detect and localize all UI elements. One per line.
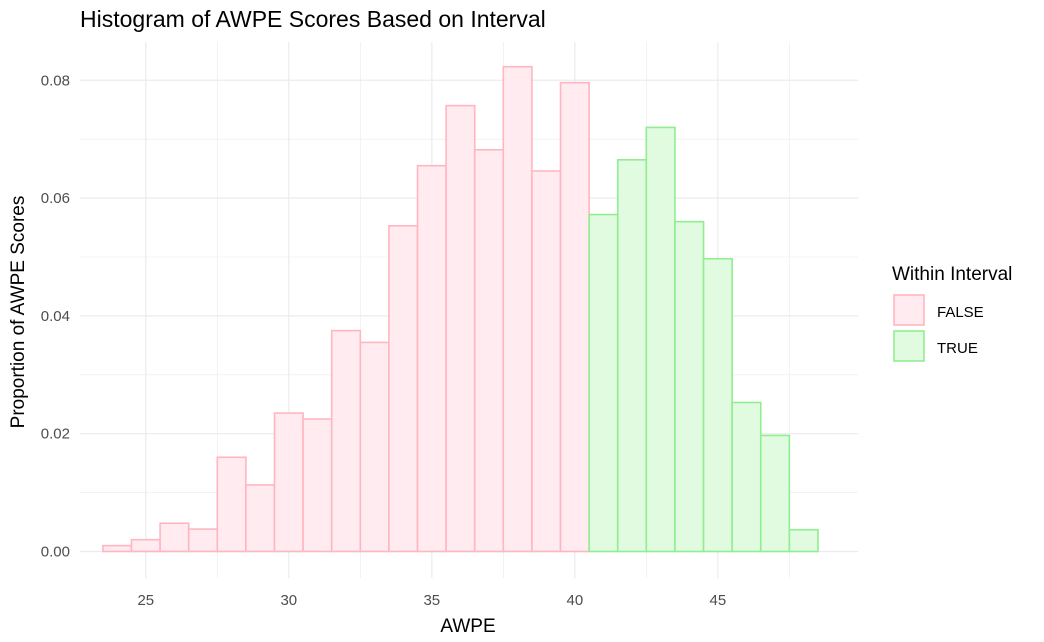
bar-false-27	[187, 528, 219, 553]
chart-title: Histogram of AWPE Scores Based on Interv…	[80, 6, 546, 32]
y-tick-label: 0.06	[41, 190, 70, 207]
legend-title: Within Interval	[892, 264, 1012, 285]
x-tick-label: 45	[710, 592, 727, 609]
y-tick-label: 0.08	[41, 72, 70, 89]
y-tick-label: 0.04	[41, 308, 70, 325]
bar-false-30	[273, 412, 304, 553]
x-axis-title: AWPE	[440, 616, 495, 637]
bar-true-43	[645, 126, 676, 553]
bar-false-34	[388, 224, 419, 553]
bar-false-35	[416, 164, 447, 553]
bar-false-31	[302, 418, 333, 553]
x-tick-label: 40	[566, 592, 583, 609]
x-tick-labels: 25 30 35 40 45	[137, 592, 726, 609]
bar-false-33	[359, 341, 390, 553]
y-tick-labels: 0.00 0.02 0.04 0.06 0.08	[41, 72, 70, 560]
x-tick-label: 30	[280, 592, 297, 609]
bar-false-38	[502, 65, 533, 553]
bar-false-40	[559, 81, 590, 553]
x-tick-label: 25	[137, 592, 154, 609]
x-tick-label: 35	[423, 592, 440, 609]
bar-true-46	[731, 401, 762, 553]
bar-true-42	[616, 159, 648, 553]
y-tick-label: 0.00	[41, 543, 70, 560]
bar-false-25	[130, 538, 161, 553]
bar-false-28	[216, 456, 247, 553]
bar-true-47	[759, 434, 791, 553]
bar-false-39	[531, 170, 562, 553]
bar-false-24	[102, 544, 133, 553]
bar-false-26	[159, 522, 190, 553]
legend-label-false: FALSE	[937, 304, 984, 321]
bars	[102, 65, 819, 553]
bar-false-29	[245, 484, 276, 553]
y-tick-label: 0.02	[41, 426, 70, 443]
legend: Within Interval FALSE TRUE	[892, 264, 1012, 362]
bar-false-37	[473, 148, 505, 553]
legend-key-true	[893, 330, 925, 362]
legend-key-false	[893, 294, 925, 326]
bar-false-32	[330, 329, 362, 553]
bar-true-44	[674, 220, 705, 553]
bar-true-41	[588, 213, 619, 553]
legend-label-true: TRUE	[937, 340, 978, 357]
y-axis-title: Proportion of AWPE Scores	[8, 196, 29, 429]
bar-true-45	[702, 257, 733, 553]
bar-false-36	[445, 104, 476, 553]
bar-true-48	[788, 528, 819, 553]
